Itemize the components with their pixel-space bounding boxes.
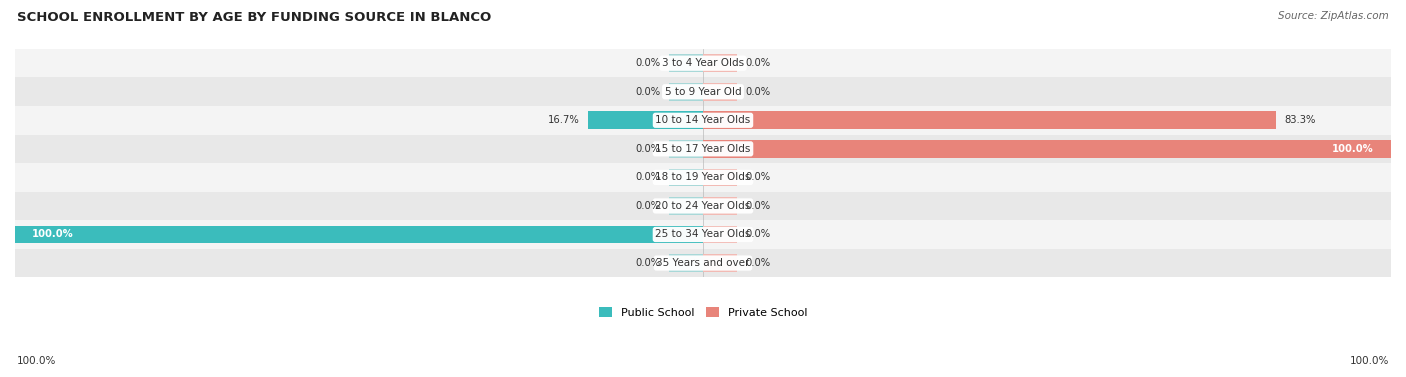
- Text: 0.0%: 0.0%: [745, 172, 770, 182]
- Bar: [703, 254, 737, 272]
- Text: 18 to 19 Year Olds: 18 to 19 Year Olds: [655, 172, 751, 182]
- Bar: [703, 83, 737, 101]
- Text: 100.0%: 100.0%: [32, 230, 75, 239]
- Text: 0.0%: 0.0%: [636, 201, 661, 211]
- Bar: [669, 140, 703, 158]
- Text: 15 to 17 Year Olds: 15 to 17 Year Olds: [655, 144, 751, 154]
- Bar: [669, 254, 703, 272]
- Bar: [15, 249, 1391, 277]
- Bar: [703, 225, 737, 243]
- Bar: [15, 220, 1391, 249]
- Text: 25 to 34 Year Olds: 25 to 34 Year Olds: [655, 230, 751, 239]
- Text: 0.0%: 0.0%: [636, 144, 661, 154]
- Text: 0.0%: 0.0%: [636, 87, 661, 97]
- Bar: [15, 78, 1391, 106]
- Text: SCHOOL ENROLLMENT BY AGE BY FUNDING SOURCE IN BLANCO: SCHOOL ENROLLMENT BY AGE BY FUNDING SOUR…: [17, 11, 491, 24]
- Text: 0.0%: 0.0%: [745, 230, 770, 239]
- Text: 3 to 4 Year Olds: 3 to 4 Year Olds: [662, 58, 744, 68]
- Text: 0.0%: 0.0%: [636, 58, 661, 68]
- Bar: [15, 192, 1391, 220]
- Bar: [669, 169, 703, 186]
- Bar: [669, 197, 703, 215]
- Bar: [15, 225, 703, 243]
- Text: 83.3%: 83.3%: [1284, 115, 1316, 125]
- Bar: [703, 169, 737, 186]
- Bar: [15, 49, 1391, 78]
- Text: 10 to 14 Year Olds: 10 to 14 Year Olds: [655, 115, 751, 125]
- Bar: [669, 54, 703, 72]
- Text: 0.0%: 0.0%: [745, 58, 770, 68]
- Text: Source: ZipAtlas.com: Source: ZipAtlas.com: [1278, 11, 1389, 21]
- Bar: [703, 197, 737, 215]
- Legend: Public School, Private School: Public School, Private School: [595, 302, 811, 322]
- Text: 0.0%: 0.0%: [745, 201, 770, 211]
- Text: 0.0%: 0.0%: [745, 258, 770, 268]
- Text: 5 to 9 Year Old: 5 to 9 Year Old: [665, 87, 741, 97]
- Text: 16.7%: 16.7%: [548, 115, 579, 125]
- Bar: [703, 54, 737, 72]
- Text: 0.0%: 0.0%: [636, 258, 661, 268]
- Text: 100.0%: 100.0%: [17, 356, 56, 366]
- Text: 0.0%: 0.0%: [745, 87, 770, 97]
- Bar: [15, 163, 1391, 192]
- Bar: [669, 83, 703, 101]
- Text: 0.0%: 0.0%: [636, 172, 661, 182]
- Bar: [588, 112, 703, 129]
- Text: 35 Years and over: 35 Years and over: [657, 258, 749, 268]
- Bar: [703, 140, 1391, 158]
- Text: 20 to 24 Year Olds: 20 to 24 Year Olds: [655, 201, 751, 211]
- Text: 100.0%: 100.0%: [1331, 144, 1374, 154]
- Bar: [15, 106, 1391, 135]
- Bar: [15, 135, 1391, 163]
- Text: 100.0%: 100.0%: [1350, 356, 1389, 366]
- Bar: [703, 112, 1277, 129]
